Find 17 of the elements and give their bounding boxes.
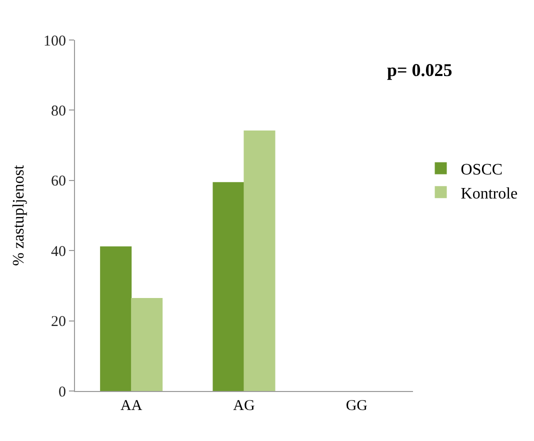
y-axis-title: % zastupljenost (10, 164, 28, 266)
x-tick-label: GG (346, 398, 368, 414)
y-tick-label: 0 (58, 384, 66, 400)
bar (212, 182, 244, 391)
bar (244, 130, 276, 391)
x-tick-label: AG (233, 398, 255, 414)
annotation: p= 0.025 (387, 60, 452, 80)
bar (100, 246, 132, 391)
legend-label: Kontrole (460, 185, 518, 202)
y-tick-label: 60 (51, 174, 66, 190)
y-tick-label: 80 (51, 103, 66, 120)
y-tick-label: 40 (51, 244, 66, 260)
y-tick-label: 100 (44, 33, 66, 50)
x-tick-label: AA (120, 398, 142, 414)
y-tick-label: 20 (51, 314, 66, 330)
bar (131, 298, 163, 391)
legend-label: OSCC (460, 162, 503, 179)
